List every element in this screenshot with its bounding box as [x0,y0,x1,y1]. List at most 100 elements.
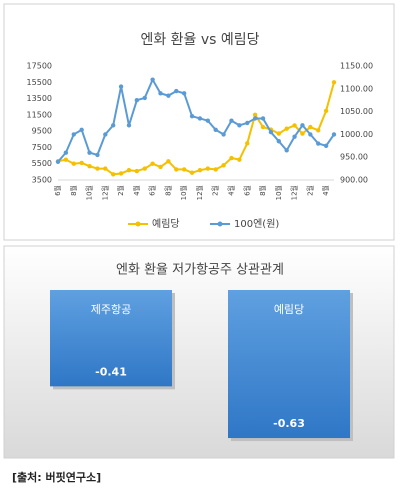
marker [118,171,124,176]
marker [213,127,218,133]
marker [260,124,266,130]
marker [103,132,108,137]
marker [134,98,140,103]
marker [181,91,187,96]
marker [158,91,163,96]
marker [71,132,76,137]
marker [158,164,163,170]
marker [71,161,76,166]
marker [323,143,329,148]
legend-label: 100엔(원) [234,218,279,230]
marker [221,163,226,168]
x-tick-label: 2월 [211,185,220,196]
bar [50,290,172,387]
marker [87,163,92,169]
x-tick-label: 4월 [132,185,141,196]
marker [276,131,281,136]
marker [111,172,116,177]
marker [111,123,116,128]
marker [174,88,179,94]
marker [316,141,321,146]
marker [95,166,100,171]
marker [221,132,226,137]
marker [55,159,61,164]
y-tick-label: 9500 [32,127,52,136]
marker [284,148,289,153]
y2-tick-label: 1100.00 [340,84,373,93]
marker [245,141,250,146]
marker [316,128,321,133]
marker [142,95,147,101]
x-tick-label: 8월 [163,185,172,196]
marker [134,168,140,174]
y2-tick-label: 1000.00 [340,130,373,139]
marker [260,116,266,121]
y2-tick-label: 1050.00 [340,107,373,116]
marker [150,161,155,166]
x-tick-label: 12월 [100,185,109,200]
marker [229,155,234,161]
marker [166,93,171,98]
marker [252,116,258,121]
x-tick-label: 6월 [53,185,62,196]
y2-tick-label: 900.00 [340,176,368,185]
marker [79,160,84,166]
y2-tick-label: 1150.00 [340,62,373,71]
marker [197,116,203,121]
marker [174,167,179,172]
x-tick-label: 8월 [69,185,78,196]
marker [292,123,297,128]
source: [출처: 버핏연구소] [12,470,101,484]
marker [63,157,69,162]
marker [118,84,124,89]
x-tick-label: 2월 [305,185,314,196]
marker [189,170,195,175]
x-tick-label: 4월 [321,185,330,196]
y-tick-label: 11500 [27,110,52,119]
marker [142,166,147,171]
y-tick-label: 17500 [27,62,52,71]
line [57,77,335,163]
x-tick-label: 10월 [85,185,94,200]
marker [292,134,297,139]
y-tick-label: 13500 [27,94,52,103]
y-tick-label: 15500 [27,78,52,87]
bar-category: 제주항공 [91,303,131,316]
chart-title: 엔화 환율 vs 예림당 [140,32,259,48]
marker [276,139,281,144]
chart-title: 엔화 환율 저가항공주 상관관계 [116,263,284,278]
x-tick-label: 10월 [179,185,188,200]
x-tick-label: 4월 [226,185,235,196]
marker [284,126,289,131]
y2-tick-label: 950.00 [340,153,368,162]
x-tick-label: 12월 [290,185,299,200]
x-tick-label: 2월 [116,185,125,196]
legend-marker [217,221,223,227]
marker [150,77,155,82]
marker [331,80,337,85]
marker [189,113,195,119]
marker [323,108,329,113]
legend-label: 예림당 [152,218,180,230]
bar-category: 예림당 [274,303,304,316]
y-tick-label: 3500 [32,176,52,185]
value-label: -0.41 [95,365,127,378]
marker [331,132,337,137]
x-tick-label: 8월 [258,185,267,196]
marker [237,123,242,128]
marker [308,132,313,137]
marker [126,168,132,173]
marker [79,127,84,133]
marker [126,123,132,128]
marker [197,168,203,173]
x-tick-label: 12월 [195,185,204,200]
marker [213,167,218,172]
marker [63,150,69,155]
marker [268,129,274,135]
x-tick-label: 10월 [274,185,283,200]
y-tick-label: 5500 [32,159,52,168]
top-card [3,3,395,241]
marker [103,166,108,171]
marker [252,112,258,118]
